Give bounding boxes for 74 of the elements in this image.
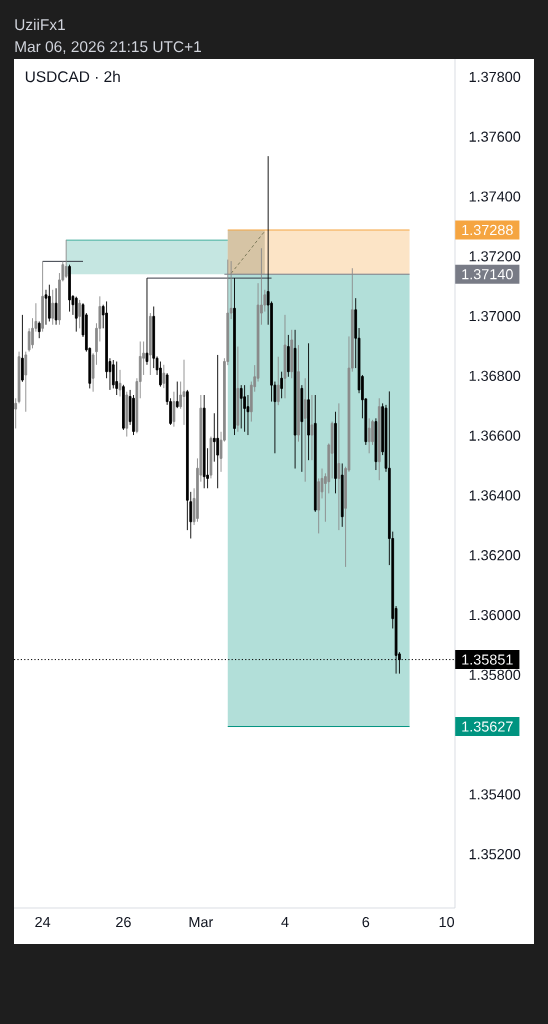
candlestick (78, 299, 81, 329)
ref-line-label: 1.35851 (462, 654, 513, 665)
candlestick (297, 344, 300, 443)
candlestick (340, 463, 344, 528)
candlestick (303, 377, 307, 483)
candlestick (202, 394, 206, 489)
y-tick-label: 1.36400 (469, 490, 521, 501)
candlestick (148, 312, 152, 376)
y-tick-label: 1.35800 (469, 669, 521, 680)
candlestick (41, 260, 44, 333)
candlestick (145, 277, 149, 366)
candlestick (374, 417, 378, 471)
y-tick-label: 1.37200 (469, 251, 521, 262)
text: 1.35627 (462, 721, 513, 732)
candlestick (122, 384, 125, 431)
candlestick (280, 371, 283, 399)
candlestick (182, 359, 186, 426)
candlestick (310, 394, 314, 461)
text: USDCAD · 2h (25, 70, 120, 83)
candlestick (132, 394, 135, 436)
text: 1.37140 (462, 269, 513, 280)
candlestick (236, 346, 240, 433)
candlestick (125, 391, 129, 438)
candlestick (276, 356, 280, 406)
candlestick (74, 296, 78, 333)
y-tick-label: 1.36200 (469, 550, 521, 561)
x-tick-label: 26 (116, 916, 131, 928)
y-tick-label: 1.37000 (469, 310, 521, 322)
candlestick (68, 264, 71, 313)
candlestick (300, 384, 304, 473)
x-tick-label: Mar (189, 917, 214, 928)
candlestick (64, 239, 68, 279)
candlestick (290, 329, 294, 379)
candlestick (162, 364, 166, 389)
candlestick (209, 436, 213, 479)
candlestick (334, 411, 337, 494)
candlestick (283, 314, 287, 399)
candlestick (54, 287, 58, 326)
y-tick-label: 1.36800 (469, 370, 521, 381)
candlestick (377, 397, 381, 481)
text: Mar 06, 2026 21:15 UTC+1 (15, 41, 201, 54)
y-tick-label: 1.36600 (469, 430, 521, 441)
candlestick (307, 342, 310, 461)
candlestick (48, 284, 51, 322)
candlestick (172, 391, 176, 428)
y-tick-label: 1.35200 (469, 849, 521, 860)
y-tick-label: 1.37400 (469, 191, 521, 202)
candlestick (118, 369, 122, 397)
candlestick (21, 314, 24, 383)
candlestick (367, 417, 371, 454)
x-tick-label: 10 (439, 916, 455, 928)
candlestick (175, 381, 179, 409)
candlestick (313, 394, 317, 513)
candlestick (51, 289, 55, 326)
y-tick-label: 1.36000 (469, 609, 521, 621)
x-tick-label: 4 (281, 917, 289, 927)
candlestick (293, 329, 297, 469)
candlestick (115, 361, 119, 396)
candlestick (44, 289, 48, 326)
text: 1.37288 (462, 224, 513, 236)
candlestick (24, 351, 28, 413)
y-tick-label: 1.35400 (469, 789, 521, 800)
candlestick (243, 384, 246, 433)
y-tick-label: 1.37600 (469, 131, 521, 142)
x-tick-label: 6 (362, 916, 370, 928)
y-tick-label: 1.37800 (469, 71, 521, 83)
candlestick (337, 402, 341, 531)
x-tick-label: 24 (35, 916, 51, 927)
candlestick (233, 277, 236, 436)
candlestick (216, 354, 220, 489)
candlestick (287, 334, 290, 378)
candlestick (37, 321, 41, 339)
text: UziiFx1 (15, 18, 65, 31)
candlestick (239, 384, 243, 429)
